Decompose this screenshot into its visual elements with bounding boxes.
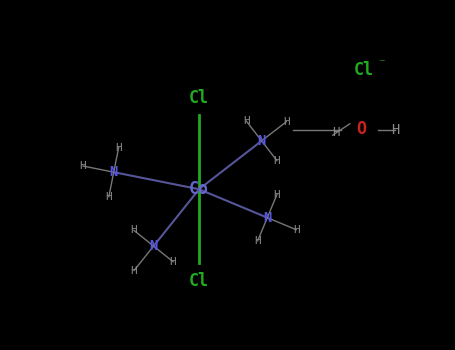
Text: H: H [170, 257, 177, 267]
Text: H: H [115, 142, 122, 153]
Text: H: H [332, 126, 339, 139]
Text: Co: Co [189, 180, 209, 198]
Text: N: N [110, 165, 118, 179]
Text: N: N [258, 134, 266, 148]
Text: H: H [243, 116, 250, 126]
Text: H: H [131, 266, 137, 275]
Text: H: H [106, 192, 112, 202]
Text: N: N [263, 211, 272, 225]
Text: H: H [273, 156, 280, 166]
Text: H: H [273, 190, 280, 200]
Text: N: N [149, 239, 158, 253]
Text: H: H [283, 117, 290, 127]
Text: H: H [254, 236, 261, 246]
Text: H: H [293, 225, 299, 235]
Text: Cl: Cl [354, 61, 374, 79]
Text: Cl: Cl [189, 272, 209, 290]
Text: ⁻: ⁻ [378, 58, 385, 71]
Text: O: O [356, 120, 366, 139]
Text: Cl: Cl [189, 89, 209, 107]
Text: H: H [391, 122, 399, 136]
Text: H: H [131, 225, 137, 236]
Text: H: H [80, 161, 86, 171]
